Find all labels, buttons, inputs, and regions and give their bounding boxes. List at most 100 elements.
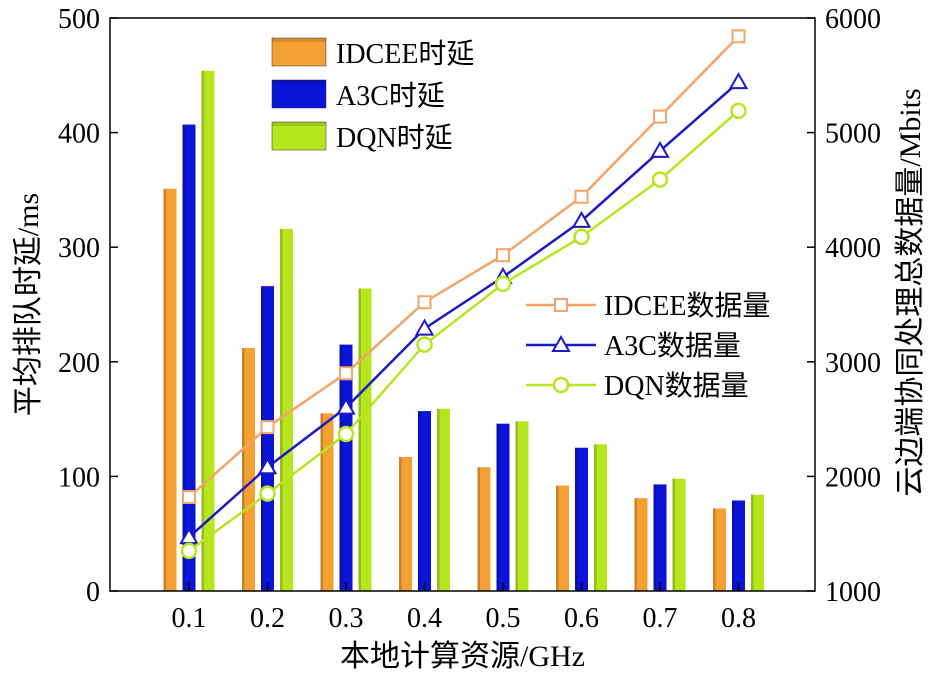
bar-shade [634,498,637,591]
left-tick-label-0: 0 [86,577,100,608]
bar-A3C时延-0.7 [653,484,667,591]
x-tick-label-0.6: 0.6 [564,603,599,634]
point-DQN数据量-0.5 [494,275,512,293]
x-tick-label-0.1: 0.1 [172,603,207,634]
point-IDCEE数据量-0.7 [653,109,667,124]
point-IDCEE数据量-0.1 [182,490,196,505]
bar-shade [399,456,402,591]
legend-swatch-A3C时延 [271,79,327,109]
line-legend: IDCEE数据量 A3C数据量 DQN数据量 [526,290,770,402]
bar-A3C时延-0.2 [261,286,274,591]
legend-marker-IDCEE数据量 [554,298,568,312]
bar-shade [163,188,166,591]
bar-shade [556,485,559,591]
legend-label-A3C时延: A3C时延 [336,80,445,112]
bar-IDCEE时延-0.5 [477,467,491,591]
bar-IDCEE时延-0.4 [399,456,412,591]
bar-shade [437,408,440,591]
bar-shade [261,286,264,591]
bars-layer [163,70,764,591]
bar-shade [713,508,716,591]
line-IDCEE数据量 [188,35,740,498]
bar-shade [418,411,421,591]
bar-shade [182,124,185,591]
bar-shade [515,421,518,591]
point-A3C数据量-0.4 [414,318,435,336]
right-tick-label-6000: 6000 [825,4,881,35]
line-A3C数据量 [188,81,740,539]
bar-IDCEE时延-0.3 [320,413,334,591]
bar-shade [358,288,361,591]
bar-IDCEE时延-0.2 [242,348,255,591]
bar-shade [751,494,754,591]
bar-shade [672,478,675,591]
bar-A3C时延-0.4 [418,411,431,591]
point-A3C数据量-0.6 [571,210,592,228]
left-tick-label-400: 400 [58,119,100,150]
x-tick-label-0.8: 0.8 [721,603,756,634]
legend-label-DQN数据量: DQN数据量 [604,370,749,402]
bar-legend: IDCEE时延 A3C时延 DQN时延 [271,37,474,154]
point-IDCEE数据量-0.8 [731,29,746,44]
lines-layer [179,29,749,560]
legend-swatch-shade [272,80,326,84]
bar-A3C时延-0.6 [575,447,588,591]
bar-shade [477,467,480,591]
left-axis-title: 平均排队时延/ms [12,193,45,416]
x-tick-label-0.5: 0.5 [486,603,521,634]
bar-DQN时延-0.3 [358,288,372,591]
point-DQN数据量-0.1 [180,542,198,560]
bar-shade [339,344,342,591]
x-tick-label-0.7: 0.7 [643,603,678,634]
legend-marker-DQN数据量 [552,376,570,394]
point-IDCEE数据量-0.6 [574,189,589,204]
bar-DQN时延-0.2 [280,228,293,591]
legend-label-IDCEE数据量: IDCEE数据量 [604,290,770,322]
left-tick-label-100: 100 [58,462,100,493]
bar-shade [653,484,656,591]
point-DQN数据量-0.3 [337,425,355,443]
right-tick-label-1000: 1000 [825,577,881,608]
bar-shade [732,500,735,591]
legend-marker-A3C数据量 [551,334,571,352]
legend-label-IDCEE时延: IDCEE时延 [336,38,474,70]
right-tick-label-5000: 5000 [825,119,881,150]
legend-swatch-shade [272,122,326,126]
axes-layer: 0 100 200 300 400 500 1000 2000 3000 4000 5000 6000… [12,4,927,673]
point-DQN数据量-0.2 [259,485,276,502]
point-A3C数据量-0.8 [728,72,749,90]
point-DQN数据量-0.4 [416,336,433,353]
bar-DQN时延-0.8 [751,494,764,591]
left-tick-label-300: 300 [58,233,100,264]
point-IDCEE数据量-0.4 [417,295,432,310]
bar-shade [280,228,283,591]
right-axis-title: 云边端协同处理总数据量/Mbits [894,88,927,496]
right-tick-label-3000: 3000 [825,348,881,379]
x-tick-label-0.4: 0.4 [407,603,442,634]
point-DQN数据量-0.7 [651,171,669,188]
point-DQN数据量-0.6 [573,228,590,246]
x-tick-label-0.2: 0.2 [250,603,285,634]
point-IDCEE数据量-0.5 [496,248,510,263]
point-IDCEE数据量-0.2 [260,420,275,435]
point-DQN数据量-0.8 [730,102,747,120]
bar-shade [496,423,499,591]
bar-DQN时延-0.5 [515,421,529,591]
legend-swatch-IDCEE时延 [271,37,327,67]
bar-A3C时延-0.8 [732,500,745,591]
line-DQN数据量 [188,109,740,552]
bar-A3C时延-0.1 [182,124,196,591]
legend-swatch-shade [272,38,326,42]
legend-swatch-DQN时延 [271,121,327,151]
point-A3C数据量-0.7 [650,140,670,158]
left-tick-label-500: 500 [58,4,100,35]
legend-label-A3C数据量: A3C数据量 [604,330,741,362]
bar-DQN时延-0.1 [201,70,215,591]
right-tick-label-4000: 4000 [825,233,881,264]
bar-shade [242,348,245,591]
bar-A3C时延-0.5 [496,423,510,591]
bar-shade [320,413,323,591]
point-A3C数据量-0.3 [336,397,356,415]
bar-shade [201,70,204,591]
